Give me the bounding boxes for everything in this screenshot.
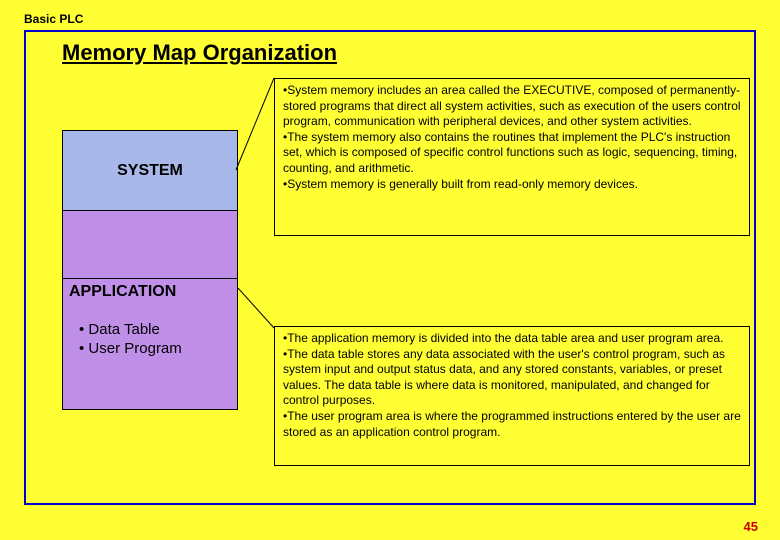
application-items: • Data Table • User Program [63,301,237,359]
memory-gap [63,211,237,279]
system-label: SYSTEM [117,162,183,180]
system-desc-bullet-2: •The system memory also contains the rou… [283,130,741,177]
page-number: 45 [744,519,758,534]
app-item-data-table: • Data Table [79,321,231,340]
app-desc-bullet-1: •The application memory is divided into … [283,331,741,347]
application-label: APPLICATION [63,279,237,301]
app-item-user-program: • User Program [79,340,231,359]
memory-system-block: SYSTEM [63,131,237,211]
app-desc-bullet-3: •The user program area is where the prog… [283,409,741,440]
content-frame: Memory Map Organization SYSTEM APPLICATI… [24,30,756,505]
system-desc-bullet-1: •System memory includes an area called t… [283,83,741,130]
memory-application-block: APPLICATION • Data Table • User Program [63,279,237,409]
slide-title: Memory Map Organization [62,40,337,66]
application-description-box: •The application memory is divided into … [274,326,750,466]
app-desc-bullet-2: •The data table stores any data associat… [283,347,741,409]
system-description-box: •System memory includes an area called t… [274,78,750,236]
system-desc-bullet-3: •System memory is generally built from r… [283,177,741,193]
memory-map-diagram: SYSTEM APPLICATION • Data Table • User P… [62,130,238,410]
slide-header: Basic PLC [24,12,83,26]
